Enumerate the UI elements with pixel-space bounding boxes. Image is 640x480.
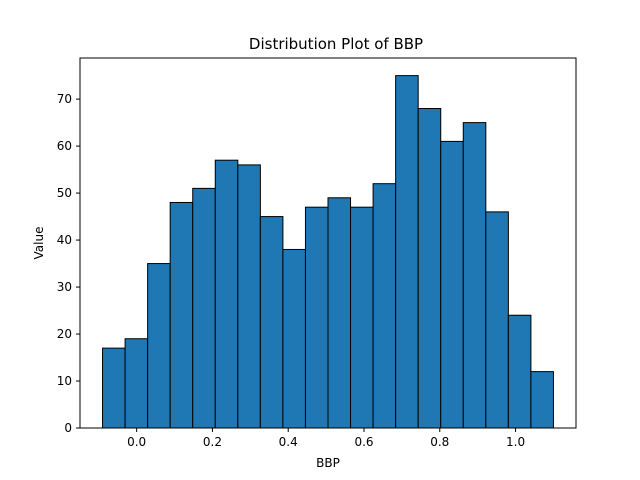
y-tick-label: 30 [57,280,72,294]
histogram-bar [530,371,554,429]
x-tick-label: 1.0 [506,435,525,449]
histogram-bar [124,338,149,429]
x-tick-label: 0.6 [354,435,373,449]
histogram-bar [395,75,419,429]
x-tick-label: 0.4 [279,435,298,449]
y-axis-ticks: 0 10 20 30 40 50 60 70 [57,92,80,435]
histogram-bar [507,314,532,429]
x-tick-label: 0.8 [430,435,449,449]
histogram-bar [304,206,329,429]
y-tick-label: 40 [57,233,72,247]
x-tick-label: 0.0 [127,435,146,449]
y-tick-label: 70 [57,92,72,106]
histogram-bar [214,159,239,429]
y-tick-label: 50 [57,186,72,200]
histogram-bar [327,197,352,429]
bars-group [102,75,554,429]
histogram-bar [350,206,374,429]
histogram-bar [147,263,171,429]
histogram-bar [485,211,509,429]
histogram-bar [192,187,216,429]
histogram-bar [237,164,261,429]
plot-frame [79,57,577,429]
histogram-bar [169,201,194,429]
chart-title: Distribution Plot of BBP [249,35,423,53]
histogram-bar [282,248,306,429]
histogram-bar [372,183,397,429]
y-axis-label: Value [32,227,46,260]
x-axis-label: BBP [316,456,340,470]
histogram-bar [440,140,464,429]
x-axis-ticks: 0.0 0.2 0.4 0.6 0.8 1.0 [127,428,525,449]
y-tick-label: 60 [57,139,72,153]
histogram-bar [102,347,126,429]
histogram-bar [417,108,442,429]
y-tick-label: 0 [64,421,72,435]
x-tick-label: 0.2 [203,435,222,449]
y-tick-label: 10 [57,374,72,388]
histogram-bar [259,216,284,429]
histogram-bar [462,122,487,429]
y-tick-label: 20 [57,327,72,341]
